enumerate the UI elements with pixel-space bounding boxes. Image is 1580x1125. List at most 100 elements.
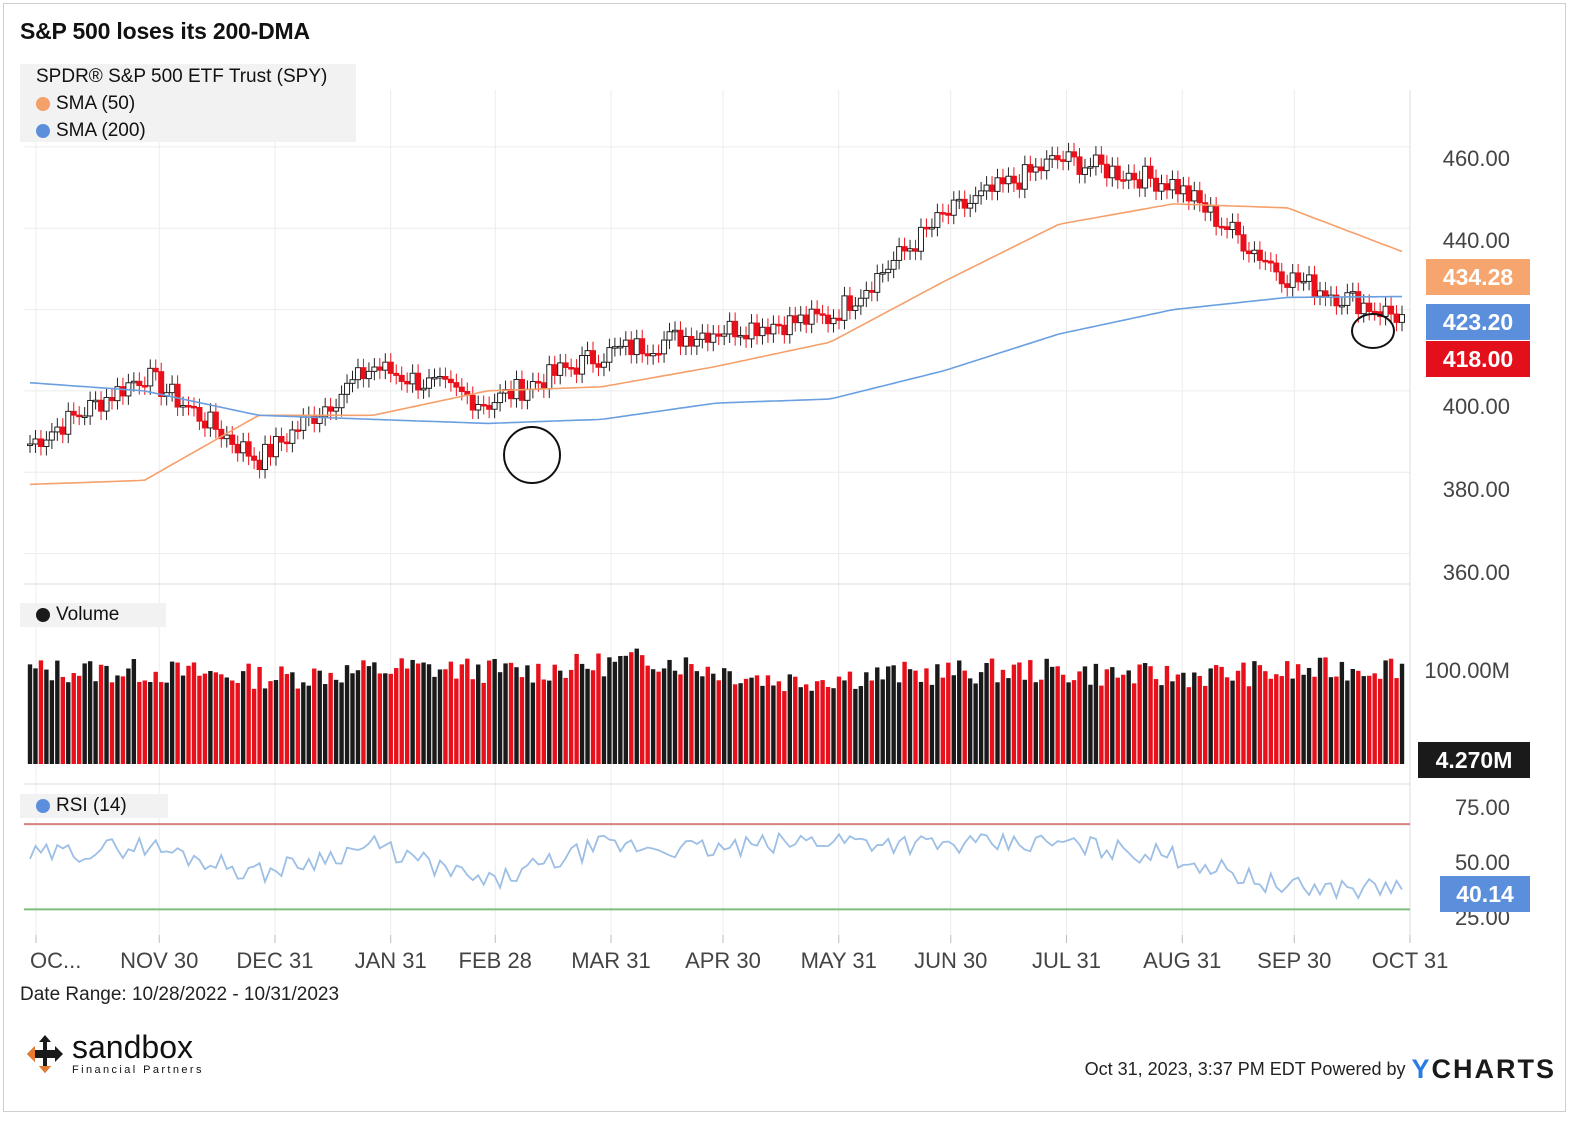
volume-bar (1060, 674, 1066, 764)
candle (333, 407, 340, 412)
candle (376, 366, 383, 371)
candle (633, 338, 640, 356)
legend-main-series: SPDR® S&P 500 ETF Trust (SPY) (36, 64, 327, 90)
volume-bar (1285, 661, 1290, 764)
volume-bar (1153, 679, 1159, 764)
candle (721, 333, 728, 337)
volume-bar (842, 680, 847, 764)
sma50-dot-icon (36, 97, 50, 111)
legend-sma50[interactable]: SMA (50) (36, 91, 135, 117)
x-tick-label: AUG 31 (1143, 948, 1222, 973)
x-tick-label: NOV 30 (120, 948, 199, 973)
volume-bar (197, 675, 202, 764)
rsi-tick-75: 75.00 (1454, 795, 1510, 820)
volume-bar (771, 685, 776, 764)
candle (262, 443, 269, 471)
volume-bar (1033, 682, 1038, 764)
volume-bar (1049, 666, 1055, 764)
volume-bar (224, 677, 229, 764)
volume-bar (645, 665, 650, 764)
candle (1153, 177, 1160, 192)
volume-bar (951, 675, 956, 764)
x-tick-label: JUL 31 (1032, 948, 1101, 973)
candle (999, 177, 1006, 185)
volume-bar (33, 668, 38, 764)
candle (136, 380, 143, 387)
volume-bar (962, 670, 967, 764)
candle (590, 350, 597, 365)
candle (267, 443, 274, 458)
candle (901, 246, 908, 252)
candle (1229, 221, 1236, 231)
volume-bar (858, 686, 864, 764)
volume-bar (776, 681, 782, 764)
volume-bar (76, 675, 82, 764)
volume-bar (333, 679, 339, 764)
candle (442, 376, 449, 380)
x-tick-label: OC... (30, 948, 82, 973)
candle (978, 190, 985, 197)
candle (1256, 249, 1263, 261)
volume-bar (1394, 678, 1399, 764)
volume-bar (984, 662, 989, 764)
candle (825, 314, 832, 325)
volume-bar (803, 684, 809, 764)
volume-bar (415, 663, 421, 764)
candle (447, 378, 454, 384)
volume-bar (716, 680, 721, 764)
volume-bar (831, 688, 836, 764)
legend-rsi[interactable]: RSI (14) (36, 793, 127, 819)
volume-bar (394, 668, 399, 764)
volume-bar (678, 674, 683, 764)
volume-bar (1323, 657, 1328, 764)
legend-sma200[interactable]: SMA (200) (36, 118, 146, 144)
candle (1284, 283, 1291, 288)
price-tick-460: 460.00 (1442, 146, 1510, 171)
volume-bar (1295, 664, 1301, 764)
candle (617, 345, 624, 349)
volume-bar (366, 666, 372, 764)
candle (896, 246, 903, 261)
volume-bar (213, 672, 219, 764)
candle (1289, 272, 1296, 288)
legend-volume[interactable]: Volume (36, 602, 119, 628)
candle (338, 393, 345, 409)
volume-bar (1017, 662, 1022, 764)
volume-bar (1197, 676, 1202, 764)
candle (256, 459, 263, 471)
volume-bar (1000, 669, 1006, 764)
candle (786, 315, 793, 336)
candle (354, 367, 361, 381)
volume-bar (273, 680, 279, 764)
volume-bar (1071, 680, 1077, 764)
volume-bar (1104, 669, 1110, 764)
candle (415, 372, 422, 391)
candle (1224, 226, 1231, 231)
volume-bar (634, 648, 639, 764)
candle (393, 372, 400, 376)
candle (431, 376, 438, 380)
candle (1191, 190, 1198, 202)
x-tick-label: JUN 30 (914, 948, 988, 973)
volume-bar (1268, 678, 1274, 764)
volume-bar (918, 681, 924, 764)
candle (1196, 190, 1203, 204)
volume-bar (1252, 661, 1257, 764)
candle (939, 212, 946, 215)
ycharts-logo[interactable]: YCHARTS (1411, 1054, 1556, 1085)
candle (475, 403, 482, 411)
candle (1300, 280, 1307, 284)
volume-bar (437, 669, 443, 764)
volume-bar (672, 670, 678, 764)
volume-bar (295, 688, 301, 764)
candle (174, 383, 181, 408)
volume-bar (1361, 676, 1366, 764)
sma50-line (29, 203, 1403, 486)
volume-bar (650, 669, 656, 764)
candle (1388, 305, 1395, 315)
volume-bar (568, 669, 574, 764)
volume-bar (1367, 675, 1372, 764)
candle (600, 361, 607, 368)
volume-bar (1274, 674, 1279, 764)
volume-bar (1246, 686, 1252, 764)
